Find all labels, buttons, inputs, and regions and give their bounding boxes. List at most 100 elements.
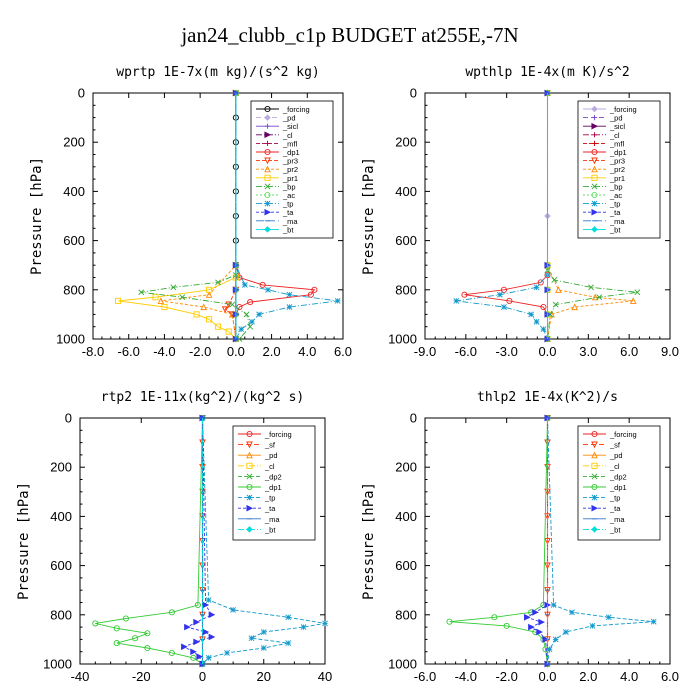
data-point <box>229 301 236 308</box>
data-point <box>552 636 559 643</box>
legend-marker <box>591 526 598 533</box>
legend-marker <box>591 165 598 173</box>
legend-entry: _dp1 <box>583 483 627 492</box>
legend-entry: _dp2 <box>583 472 627 481</box>
legend-marker <box>591 473 598 480</box>
x-tick-label: 6.0 <box>620 344 638 359</box>
data-point <box>461 291 468 298</box>
x-tick-label: -3.0 <box>495 344 517 359</box>
series-line <box>449 417 548 665</box>
legend-label: _pd <box>282 114 296 123</box>
data-point <box>168 649 175 656</box>
legend-entry: _bt <box>238 525 276 534</box>
legend-entry: _pr3 <box>256 157 298 166</box>
y-tick-label: 0 <box>410 411 417 426</box>
legend-entry: _dp1 <box>238 483 282 492</box>
legend-entry: _dp1 <box>256 148 300 157</box>
legend-entry: _sf <box>238 441 276 450</box>
legend-label: _dp1 <box>282 148 300 157</box>
legend-label: _pr2 <box>609 165 625 174</box>
data-point <box>596 294 603 301</box>
legend-label: _dp2 <box>609 472 627 481</box>
legend-label: _cl <box>609 131 620 140</box>
data-point <box>550 602 557 608</box>
data-point <box>446 618 453 625</box>
legend-marker <box>264 140 271 146</box>
data-point <box>260 629 267 635</box>
legend-label: _pd <box>609 451 623 460</box>
legend-label: _ma <box>609 217 625 226</box>
legend-label: _bt <box>264 525 276 534</box>
y-tick-label: 0 <box>78 86 85 101</box>
x-tick-label: 0 <box>199 669 206 684</box>
legend-label: _ta <box>609 208 621 217</box>
y-tick-label: 600 <box>50 558 72 573</box>
y-tick-label: 400 <box>395 184 417 199</box>
legend-marker <box>591 174 598 181</box>
legend-marker <box>591 483 598 491</box>
y-tick-label: 800 <box>395 607 417 622</box>
y-tick-label: 1000 <box>388 332 417 347</box>
legend-entry: _cl <box>583 131 620 140</box>
legend-entry: _forcing <box>583 105 637 114</box>
x-tick-label: 40 <box>318 669 332 684</box>
series-pr1 <box>114 89 239 343</box>
legend-marker <box>591 148 598 156</box>
y-tick-label: 1000 <box>43 657 72 672</box>
data-point <box>243 311 250 318</box>
legend-entry: _forcing <box>238 430 292 439</box>
legend-entry: _pr2 <box>583 165 625 174</box>
legend-marker <box>264 191 271 199</box>
legend-marker <box>591 122 599 130</box>
series-tp <box>453 90 551 342</box>
legend-label: _ma <box>282 217 298 226</box>
legend-label: _tp <box>282 200 293 209</box>
legend-marker <box>591 191 598 199</box>
legend-marker <box>246 441 253 449</box>
legend-entry: _pr2 <box>256 165 298 174</box>
data-point <box>540 326 547 333</box>
legend-entry: _bp <box>583 182 623 191</box>
figure-title: jan24_clubb_c1p BUDGET at255E,-7N <box>180 23 518 47</box>
series-line <box>456 93 548 340</box>
legend-entry: _sicl <box>583 122 625 131</box>
data-point <box>591 293 599 301</box>
data-point <box>503 622 510 629</box>
legend-label: _ta <box>264 504 276 513</box>
legend-label: _cl <box>282 131 293 140</box>
legend-marker <box>246 504 254 512</box>
y-tick-label: 0 <box>65 411 72 426</box>
legend-entry: _ta <box>256 208 294 217</box>
y-tick-label: 600 <box>395 558 417 573</box>
x-tick-label: 9.0 <box>661 344 679 359</box>
legend-entry: _ma <box>583 217 625 226</box>
x-tick-label: -9.0 <box>414 344 436 359</box>
y-tick-label: 400 <box>50 509 72 524</box>
legend-label: _tp <box>609 200 620 209</box>
legend-marker <box>246 462 253 469</box>
data-point <box>236 274 243 281</box>
data-point <box>286 291 293 298</box>
series-tp <box>232 90 341 342</box>
legend-marker <box>591 200 598 207</box>
legend-marker <box>264 114 271 121</box>
legend-entry: _pd <box>256 114 296 123</box>
data-point <box>491 614 498 621</box>
y-axis-label: Pressure [hPa] <box>361 482 377 600</box>
data-point <box>260 645 267 651</box>
panel-4: thlp2 1E-4x(K^2)/s Pressure [hPa] -6.0 -4.0… <box>361 390 679 684</box>
y-tick-label: 0 <box>410 86 417 101</box>
data-point <box>190 654 197 661</box>
data-point <box>215 279 221 286</box>
data-point <box>205 291 213 298</box>
data-point <box>248 635 255 642</box>
data-point <box>196 653 204 660</box>
x-tick-label: -4.0 <box>153 344 175 359</box>
data-point <box>285 640 292 647</box>
data-point <box>193 618 200 626</box>
legend-marker <box>264 226 271 233</box>
legend-marker <box>591 157 598 165</box>
legend-label: _dp1 <box>609 483 627 492</box>
series-dp1 <box>92 414 206 668</box>
legend-marker <box>591 504 599 512</box>
